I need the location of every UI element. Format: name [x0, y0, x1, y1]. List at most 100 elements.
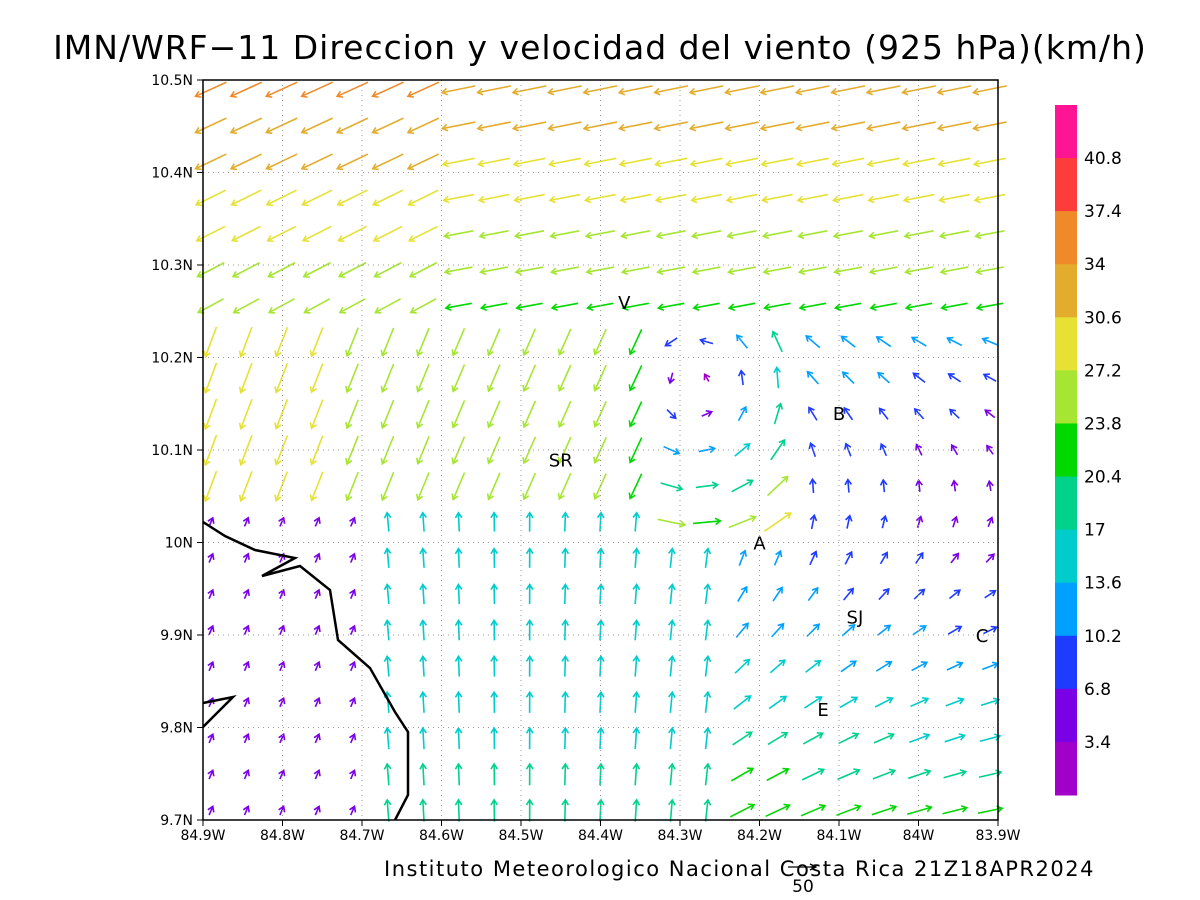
wind-arrow	[406, 153, 440, 171]
axis-labels: 84.9W 84.8W 84.7W 84.6W 84.5W 84.4W 84.3W 84.2W…	[151, 73, 1020, 844]
wind-arrow	[490, 798, 499, 822]
wind-arrow	[910, 696, 930, 708]
wind-arrow	[878, 407, 889, 420]
wind-arrow	[763, 512, 792, 532]
wind-arrow	[915, 478, 923, 492]
wind-arrow	[229, 117, 263, 135]
wind-arrow	[278, 516, 286, 527]
wind-arrow	[372, 225, 403, 243]
wind-arrow	[726, 230, 757, 240]
wind-arrow	[667, 583, 676, 605]
wind-arrow	[733, 695, 752, 710]
wind-arrow	[833, 302, 862, 312]
x-tick-label: 84.8W	[260, 828, 305, 844]
colorbar-swatch	[1055, 105, 1077, 159]
wind-arrow	[230, 225, 261, 243]
wind-arrow	[690, 193, 722, 204]
wind-arrow	[383, 726, 392, 750]
wind-arrow	[490, 762, 499, 786]
wind-arrow	[557, 400, 572, 429]
wind-arrow	[490, 547, 499, 568]
y-tick-label: 10.1N	[151, 443, 193, 459]
wind-arrow	[632, 654, 641, 677]
wind-arrow	[409, 298, 437, 314]
wind-arrow	[979, 733, 1002, 743]
wind-arrow	[278, 624, 286, 636]
wind-arrow	[808, 477, 817, 494]
wind-arrow	[477, 193, 510, 204]
wind-arrow	[561, 618, 570, 641]
wind-arrow	[836, 804, 862, 817]
reference-vector-label: 50	[792, 877, 814, 897]
colorbar-label: 3.4	[1084, 733, 1111, 753]
wind-arrow	[278, 696, 286, 708]
wind-arrow	[690, 230, 722, 240]
wind-arrow	[975, 302, 1004, 312]
wind-arrow	[486, 328, 501, 357]
wind-arrow	[490, 690, 499, 713]
wind-arrow	[335, 81, 369, 98]
wind-arrow	[278, 732, 286, 744]
wind-arrow	[703, 690, 712, 713]
wind-arrow	[763, 302, 791, 312]
wind-arrow	[809, 513, 818, 530]
station-label-c: C	[976, 626, 989, 647]
wind-arrow	[525, 726, 534, 750]
y-tick-label: 10.3N	[151, 258, 193, 274]
y-tick-label: 10.2N	[151, 351, 193, 367]
wind-arrow	[349, 588, 357, 599]
wind-arrow	[667, 762, 676, 786]
wind-arrow	[419, 654, 427, 677]
wind-arrow	[373, 261, 402, 278]
wind-arrow	[767, 731, 789, 746]
wind-arrow	[632, 618, 641, 641]
wind-arrow	[415, 327, 430, 357]
wind-arrow	[440, 85, 476, 96]
wind-arrow	[663, 445, 681, 456]
wind-arrow	[809, 550, 818, 566]
wind-arrow	[583, 157, 617, 168]
wind-arrow	[735, 334, 749, 349]
wind-arrow	[632, 726, 641, 750]
wind-arrow	[231, 261, 261, 278]
wind-arrow	[688, 121, 724, 132]
wind-arrow	[406, 117, 440, 135]
wind-arrow	[943, 769, 968, 779]
wind-arrow	[801, 767, 826, 781]
wind-arrow	[875, 660, 893, 672]
wind-arrow	[703, 583, 712, 605]
wind-arrow	[454, 798, 463, 822]
wind-arrow	[490, 654, 499, 677]
wind-arrow	[945, 697, 965, 707]
wind-arrow	[242, 588, 250, 599]
wind-arrow	[313, 805, 321, 816]
wind-arrow	[242, 624, 250, 636]
wind-arrow	[944, 733, 966, 743]
wind-arrow	[738, 549, 748, 567]
wind-arrow	[515, 302, 543, 312]
wind-arrow	[490, 511, 499, 532]
wind-arrow	[203, 362, 218, 395]
wind-arrow	[728, 514, 757, 529]
wind-arrow	[561, 654, 570, 677]
wind-arrow	[766, 767, 790, 782]
reference-vector: 50	[788, 863, 818, 897]
x-tick-label: 84.6W	[419, 828, 464, 844]
wind-arrow	[242, 516, 250, 527]
wind-arrow	[238, 326, 253, 358]
wind-arrow	[309, 363, 324, 394]
wind-arrow	[585, 266, 615, 276]
wind-arrow	[336, 189, 368, 207]
wind-arrow	[238, 362, 253, 394]
wind-arrow	[313, 588, 321, 599]
wind-arrow	[617, 85, 653, 96]
wind-arrow	[345, 399, 359, 430]
wind-arrow	[795, 157, 829, 168]
wind-arrow	[703, 654, 712, 677]
wind-arrow	[593, 473, 607, 501]
wind-arrow	[242, 768, 250, 780]
wind-arrow	[451, 327, 466, 357]
wind-arrow	[238, 471, 253, 503]
wind-arrow	[830, 85, 866, 96]
